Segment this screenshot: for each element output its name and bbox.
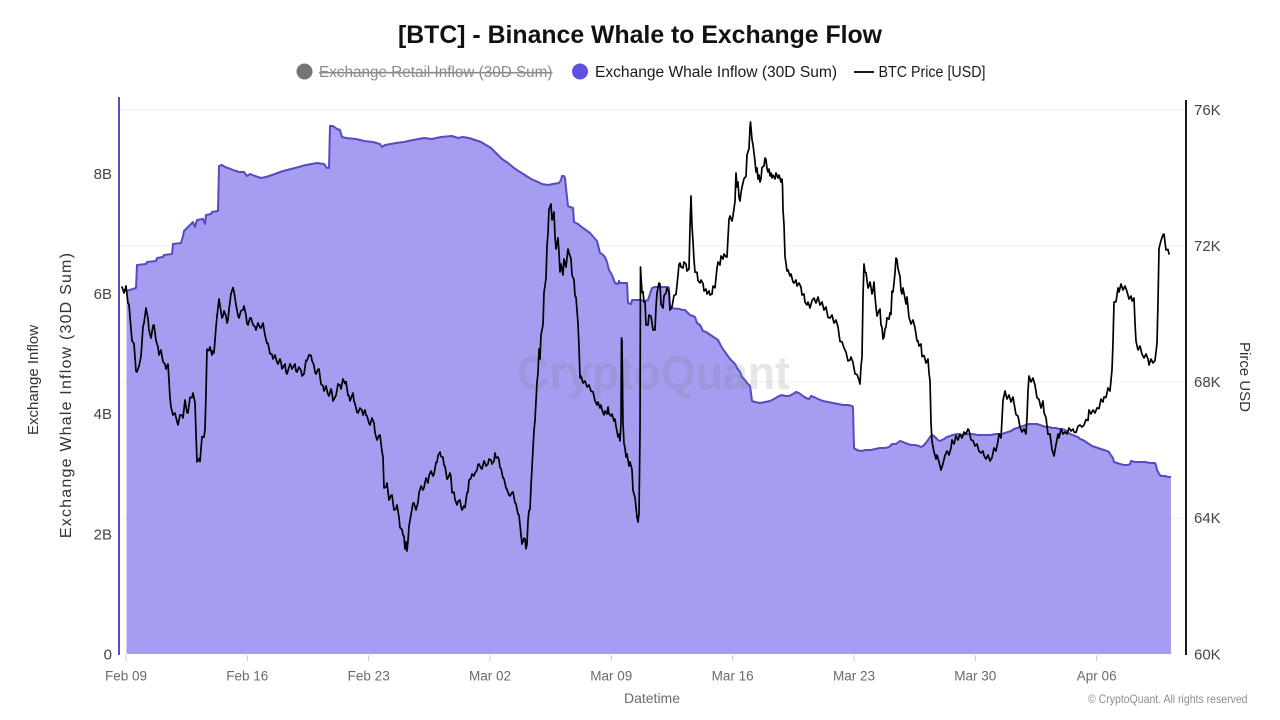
svg-text:72K: 72K	[1194, 238, 1221, 255]
svg-text:60K: 60K	[1194, 646, 1221, 663]
svg-text:Mar 30: Mar 30	[954, 669, 996, 684]
svg-text:0: 0	[104, 646, 112, 663]
svg-text:CryptoQuant: CryptoQuant	[517, 346, 790, 399]
svg-text:Feb 09: Feb 09	[105, 669, 147, 684]
svg-text:Feb 16: Feb 16	[226, 669, 268, 684]
svg-text:2B: 2B	[94, 526, 112, 543]
svg-text:© CryptoQuant. All rights rese: © CryptoQuant. All rights reserved	[1088, 692, 1248, 706]
svg-text:6B: 6B	[94, 286, 112, 303]
svg-text:Exchange Inflow: Exchange Inflow	[25, 325, 42, 435]
svg-text:4B: 4B	[94, 406, 112, 423]
svg-text:Pirce USD: Pirce USD	[1236, 342, 1253, 412]
svg-text:BTC Price [USD]: BTC Price [USD]	[879, 64, 986, 81]
svg-text:Exchange Whale Inflow (30D Sum: Exchange Whale Inflow (30D Sum)	[58, 252, 75, 538]
svg-text:Mar 23: Mar 23	[833, 669, 875, 684]
svg-text:Exchange Whale Inflow (30D Sum: Exchange Whale Inflow (30D Sum)	[595, 64, 837, 81]
svg-text:8B: 8B	[94, 166, 112, 183]
svg-text:Exchange Retail Inflow (30D Su: Exchange Retail Inflow (30D Sum)	[319, 64, 553, 81]
svg-text:Mar 09: Mar 09	[590, 669, 632, 684]
svg-text:68K: 68K	[1194, 374, 1221, 391]
svg-text:Feb 23: Feb 23	[348, 669, 390, 684]
svg-text:Datetime: Datetime	[624, 690, 680, 706]
svg-text:64K: 64K	[1194, 510, 1221, 527]
svg-text:Mar 16: Mar 16	[712, 669, 754, 684]
svg-text:76K: 76K	[1194, 102, 1221, 119]
svg-text:Apr 06: Apr 06	[1077, 669, 1117, 684]
svg-text:Mar 02: Mar 02	[469, 669, 511, 684]
svg-text:[BTC] - Binance Whale to Excha: [BTC] - Binance Whale to Exchange Flow	[398, 21, 883, 49]
